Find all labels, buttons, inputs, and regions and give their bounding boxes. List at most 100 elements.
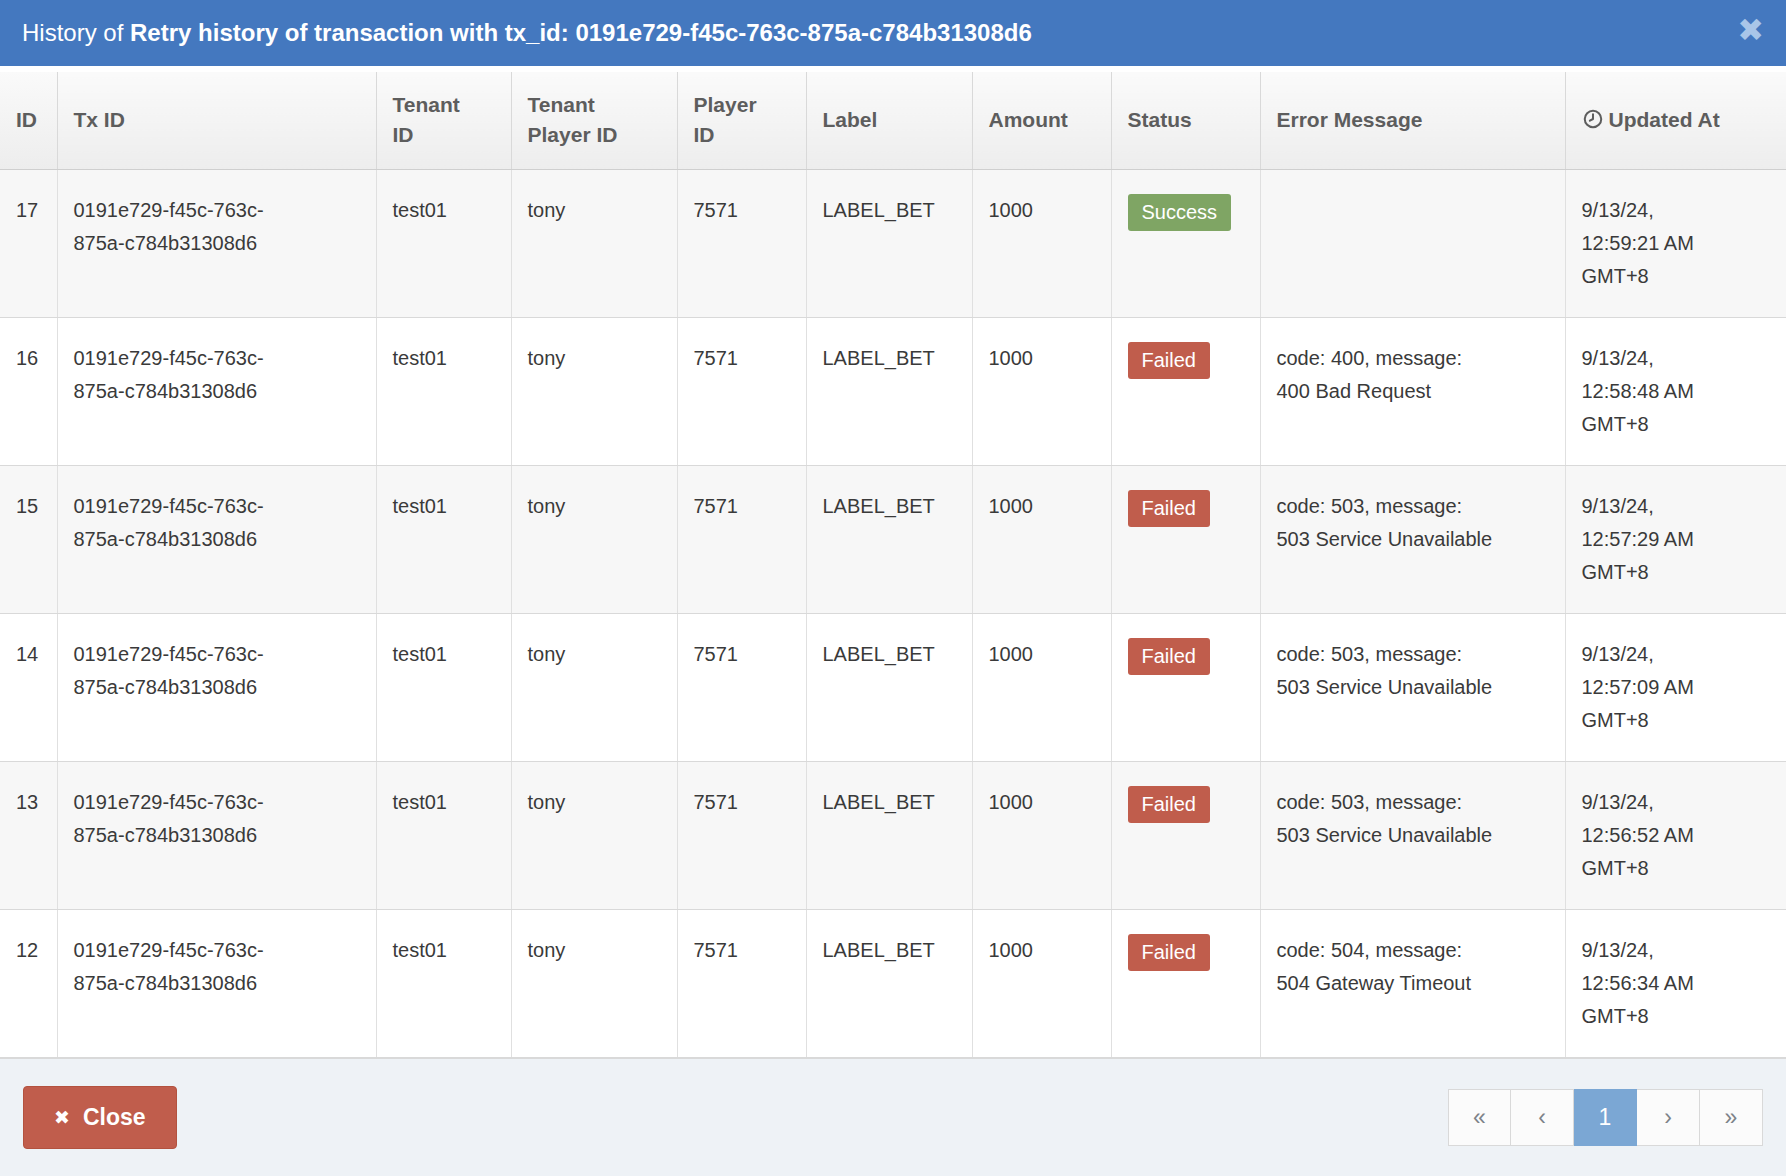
history-table-container: ID Tx ID Tenant ID Tenant Player ID Play… [0,66,1786,1058]
cell-tenant-player-id: tony [511,169,677,317]
status-badge: Failed [1128,786,1210,823]
cell-updated-at: 9/13/24, 12:57:29 AM GMT+8 [1565,465,1786,613]
cell-id: 16 [0,317,57,465]
pagination-last-button[interactable]: » [1700,1089,1763,1146]
cell-status: Failed [1111,909,1260,1057]
cell-error-message: code: 503, message: 503 Service Unavaila… [1260,613,1565,761]
double-chevron-left-icon: « [1473,1104,1486,1131]
pagination: « ‹ 1 › » [1448,1089,1763,1146]
chevron-right-icon: › [1664,1104,1672,1131]
cell-label: LABEL_BET [806,317,972,465]
cell-tenant-id: test01 [376,613,511,761]
pagination-prev-button[interactable]: ‹ [1511,1089,1574,1146]
column-header-player-id: Player ID [677,72,806,169]
close-button-x-icon: ✖ [54,1106,70,1129]
column-header-tx-id: Tx ID [57,72,376,169]
clock-icon [1582,108,1604,130]
pagination-next-button[interactable]: › [1637,1089,1700,1146]
modal-title-text: Retry history of transaction with tx_id:… [130,19,1032,46]
modal-titlebar: History of Retry history of transaction … [0,0,1786,66]
modal-title: History of Retry history of transaction … [22,19,1737,47]
cell-label: LABEL_BET [806,465,972,613]
column-header-id: ID [0,72,57,169]
column-header-label: Label [806,72,972,169]
cell-tenant-player-id: tony [511,761,677,909]
cell-status: Failed [1111,465,1260,613]
cell-error-message: code: 504, message: 504 Gateway Timeout [1260,909,1565,1057]
table-row: 15 0191e729-f45c-763c-875a-c784b31308d6 … [0,465,1786,613]
table-row: 17 0191e729-f45c-763c-875a-c784b31308d6 … [0,169,1786,317]
cell-id: 17 [0,169,57,317]
retry-history-table: ID Tx ID Tenant ID Tenant Player ID Play… [0,72,1786,1058]
cell-player-id: 7571 [677,317,806,465]
table-row: 12 0191e729-f45c-763c-875a-c784b31308d6 … [0,909,1786,1057]
cell-tx-id: 0191e729-f45c-763c-875a-c784b31308d6 [57,317,376,465]
cell-tx-id: 0191e729-f45c-763c-875a-c784b31308d6 [57,761,376,909]
column-header-tenant-id: Tenant ID [376,72,511,169]
column-header-error-message: Error Message [1260,72,1565,169]
cell-player-id: 7571 [677,169,806,317]
cell-player-id: 7571 [677,909,806,1057]
modal-title-prefix: History of [22,19,130,46]
cell-id: 15 [0,465,57,613]
cell-error-message: code: 503, message: 503 Service Unavaila… [1260,465,1565,613]
cell-tenant-player-id: tony [511,909,677,1057]
retry-history-modal: History of Retry history of transaction … [0,0,1786,1176]
cell-tenant-player-id: tony [511,465,677,613]
cell-player-id: 7571 [677,761,806,909]
cell-updated-at: 9/13/24, 12:57:09 AM GMT+8 [1565,613,1786,761]
cell-status: Failed [1111,317,1260,465]
cell-tx-id: 0191e729-f45c-763c-875a-c784b31308d6 [57,909,376,1057]
column-header-amount: Amount [972,72,1111,169]
cell-tx-id: 0191e729-f45c-763c-875a-c784b31308d6 [57,613,376,761]
cell-error-message: code: 503, message: 503 Service Unavaila… [1260,761,1565,909]
status-badge: Failed [1128,934,1210,971]
cell-amount: 1000 [972,613,1111,761]
pagination-first-button[interactable]: « [1448,1089,1511,1146]
cell-label: LABEL_BET [806,613,972,761]
cell-tenant-id: test01 [376,317,511,465]
cell-updated-at: 9/13/24, 12:56:34 AM GMT+8 [1565,909,1786,1057]
column-header-status: Status [1111,72,1260,169]
close-icon[interactable]: ✖ [1737,14,1764,46]
cell-id: 13 [0,761,57,909]
cell-label: LABEL_BET [806,169,972,317]
cell-error-message: code: 400, message: 400 Bad Request [1260,317,1565,465]
cell-status: Success [1111,169,1260,317]
cell-amount: 1000 [972,465,1111,613]
double-chevron-right-icon: » [1725,1104,1738,1131]
cell-id: 12 [0,909,57,1057]
cell-player-id: 7571 [677,613,806,761]
cell-label: LABEL_BET [806,761,972,909]
table-row: 14 0191e729-f45c-763c-875a-c784b31308d6 … [0,613,1786,761]
modal-footer: ✖ Close « ‹ 1 › » [0,1058,1786,1176]
cell-tenant-id: test01 [376,909,511,1057]
cell-updated-at: 9/13/24, 12:59:21 AM GMT+8 [1565,169,1786,317]
status-badge: Failed [1128,490,1210,527]
status-badge: Success [1128,194,1232,231]
cell-tx-id: 0191e729-f45c-763c-875a-c784b31308d6 [57,465,376,613]
cell-amount: 1000 [972,169,1111,317]
chevron-left-icon: ‹ [1538,1104,1546,1131]
pagination-page-1-button[interactable]: 1 [1574,1089,1637,1146]
cell-tenant-id: test01 [376,761,511,909]
cell-label: LABEL_BET [806,909,972,1057]
cell-amount: 1000 [972,317,1111,465]
cell-status: Failed [1111,761,1260,909]
cell-tenant-id: test01 [376,169,511,317]
column-header-tenant-player-id: Tenant Player ID [511,72,677,169]
status-badge: Failed [1128,342,1210,379]
cell-amount: 1000 [972,909,1111,1057]
table-row: 13 0191e729-f45c-763c-875a-c784b31308d6 … [0,761,1786,909]
cell-amount: 1000 [972,761,1111,909]
cell-player-id: 7571 [677,465,806,613]
cell-updated-at: 9/13/24, 12:56:52 AM GMT+8 [1565,761,1786,909]
column-header-updated-at: Updated At [1565,72,1786,169]
cell-tx-id: 0191e729-f45c-763c-875a-c784b31308d6 [57,169,376,317]
table-header-row: ID Tx ID Tenant ID Tenant Player ID Play… [0,72,1786,169]
table-row: 16 0191e729-f45c-763c-875a-c784b31308d6 … [0,317,1786,465]
cell-error-message [1260,169,1565,317]
close-button-label: Close [83,1104,146,1131]
close-button[interactable]: ✖ Close [23,1086,177,1149]
cell-id: 14 [0,613,57,761]
